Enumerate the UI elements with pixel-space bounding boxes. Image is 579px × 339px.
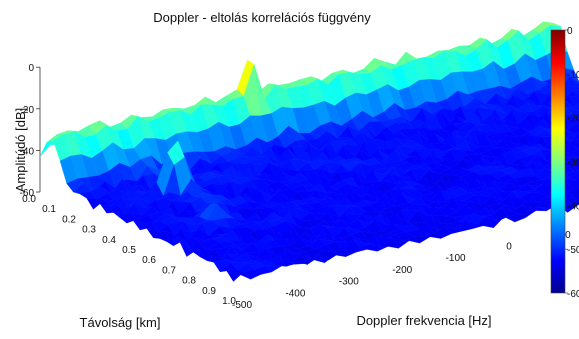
colorbar-tick-label: -50 — [567, 245, 579, 256]
colorbar-tick-label: -20 — [567, 114, 579, 125]
x-tick-label: -200 — [392, 265, 412, 276]
x-tick-label: -300 — [339, 277, 359, 288]
z-axis-label: Amplitúdó [dB] — [13, 108, 28, 193]
y-tick-label: 0.1 — [42, 204, 56, 215]
y-tick-label: 0.0 — [22, 194, 36, 205]
colorbar-tick-label: -10 — [567, 70, 579, 81]
z-tick-label: 0 — [28, 63, 34, 74]
x-axis-label: Doppler frekvencia [Hz] — [356, 313, 491, 328]
y-tick-label: 0.6 — [142, 255, 156, 266]
colorbar — [551, 30, 565, 293]
x-tick-label: -400 — [285, 288, 305, 299]
surface-mesh — [40, 22, 579, 282]
y-tick-label: 0.3 — [82, 225, 96, 236]
y-tick-label: 0.4 — [102, 235, 116, 246]
y-tick-label: 0.5 — [122, 245, 136, 256]
x-tick-label: -500 — [232, 300, 252, 311]
colorbar-tick-label: 0 — [567, 26, 573, 37]
y-tick-label: 0.8 — [182, 276, 196, 287]
colorbar-tick-label: -40 — [567, 201, 579, 212]
chart-title: Doppler - eltolás korrelációs függvény — [153, 10, 371, 25]
colorbar-tick-label: -60 — [567, 289, 579, 300]
x-tick-label: -100 — [446, 253, 466, 264]
y-tick-label: 0.7 — [162, 265, 176, 276]
y-axis-label: Távolság [km] — [80, 315, 161, 330]
x-tick-label: 0 — [506, 242, 512, 253]
y-tick-label: 0.2 — [62, 214, 76, 225]
colorbar-tick-label: -30 — [567, 158, 579, 169]
y-tick-label: 0.9 — [202, 286, 216, 297]
